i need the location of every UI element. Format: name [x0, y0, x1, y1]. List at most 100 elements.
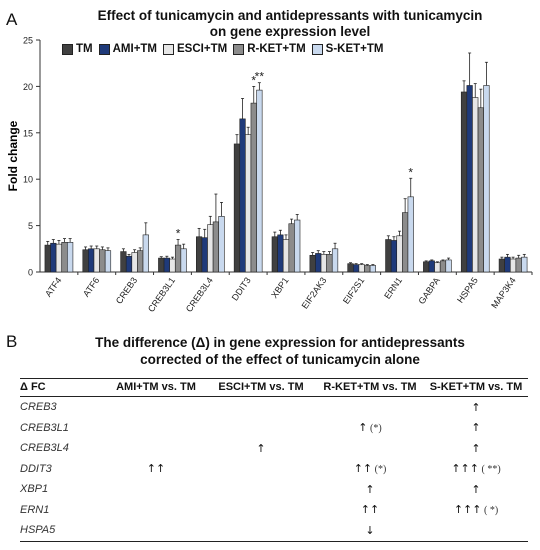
significance-annotation: * — [408, 165, 413, 179]
delta-cell: ↑↑ — [316, 500, 424, 521]
bar-ATF4-ESCI+TM — [55, 243, 63, 273]
bar-MAP3K4-AMI+TM — [504, 256, 511, 273]
chart-title-line1: Effect of tunicamycin and antidepressant… — [97, 8, 483, 23]
x-tick-label: ATF4 — [43, 275, 63, 298]
bar-CREB3L1-AMI+TM — [163, 257, 170, 273]
arrow-indicator: ↑ — [358, 421, 368, 435]
significance-annotation: * — [251, 73, 256, 87]
panel-a-label: A — [6, 10, 18, 29]
delta-cell: ↑ — [424, 397, 528, 418]
bar-MAP3K4-ESCI+TM — [509, 258, 517, 273]
bar-chart: 0 5 10 15 20 25 Fold change ATF4 ATF6 CREB3 CREB3L… — [6, 36, 533, 314]
header-s-ket: S-KET+TM vs. TM — [424, 378, 528, 397]
bar-GABPA-AMI+TM — [428, 260, 435, 273]
table-title-line2: corrected of the effect of tunicamycin a… — [140, 352, 420, 367]
bar-CREB3-AMI+TM — [125, 255, 133, 273]
delta-cell: ↑ — [316, 479, 424, 500]
bar-ATF4-R-KET+TM — [61, 242, 68, 273]
arrow-indicator: ↑↑ — [353, 462, 373, 476]
delta-cell: ↑ — [206, 438, 316, 459]
delta-cell — [206, 520, 316, 542]
bar-ERN1-ESCI+TM — [396, 235, 403, 273]
bar-HSPA5-R-KET+TM — [477, 107, 484, 273]
table-row: XBP1 ↑ ↑ — [20, 479, 528, 500]
table-row: CREB3L4 ↑ ↑ — [20, 438, 528, 459]
bar-ERN1-TM — [385, 239, 392, 273]
delta-cell — [106, 438, 206, 459]
delta-cell — [316, 438, 424, 459]
bar-EIF2AK3-TM — [309, 254, 316, 273]
bar-MAP3K4-TM — [498, 258, 505, 273]
bar-ATF6-ESCI+TM — [93, 248, 100, 273]
arrow-indicator: ↑↑↑ — [453, 503, 482, 517]
legend-label: TM — [76, 43, 93, 55]
bar-CREB3L1-R-KET+TM — [174, 244, 182, 273]
arrow-indicator: ↑ — [471, 400, 481, 414]
delta-cell — [106, 479, 206, 500]
legend-swatch — [311, 43, 323, 55]
y-axis-label: Fold change — [6, 120, 20, 191]
gene-name-cell: HSPA5 — [20, 520, 106, 542]
arrow-indicator: ↑↑ — [146, 462, 166, 476]
y-tick-label: 25 — [23, 36, 33, 46]
delta-cell — [206, 418, 316, 439]
legend-item: AMI+TM — [98, 43, 157, 55]
bar-EIF2AK3-R-KET+TM — [326, 254, 333, 273]
delta-cell — [206, 479, 316, 500]
bar-ATF6-S-KET+TM — [104, 250, 112, 273]
delta-cell — [106, 397, 206, 418]
header-esci: ESCI+TM vs. TM — [206, 378, 316, 397]
x-tick-label: CREB3L1 — [146, 275, 177, 314]
bar-MAP3K4-S-KET+TM — [521, 256, 528, 273]
arrow-indicator: ↑ — [471, 421, 481, 435]
x-tick-label: ATF6 — [81, 275, 101, 298]
bar-EIF2S1-ESCI+TM — [358, 264, 365, 273]
arrow-indicator: ↑ — [365, 482, 375, 496]
bar-DDIT3-ESCI+TM — [245, 134, 252, 273]
bar-EIF2S1-S-KET+TM — [369, 265, 376, 273]
legend-label: S-KET+TM — [325, 43, 384, 55]
legend-item: TM — [62, 43, 93, 55]
bar-HSPA5-ESCI+TM — [472, 97, 479, 273]
x-tick-label: DDIT3 — [230, 275, 253, 302]
delta-cell — [206, 397, 316, 418]
bar-DDIT3-R-KET+TM — [250, 102, 257, 273]
delta-cell — [106, 500, 206, 521]
bar-CREB3L1-TM — [158, 257, 165, 273]
delta-cell: ↑ — [424, 418, 528, 439]
table-row: HSPA5 ↓ — [20, 520, 528, 542]
bar-XBP1-ESCI+TM — [282, 239, 290, 273]
bar-ERN1-S-KET+TM — [407, 196, 414, 273]
delta-cell: ↑ — [424, 438, 528, 459]
legend-swatch — [163, 43, 175, 55]
bar-ERN1-R-KET+TM — [402, 212, 409, 273]
bar-CREB3L4-AMI+TM — [201, 237, 208, 273]
y-tick-label: 15 — [23, 128, 33, 138]
bar-HSPA5-AMI+TM — [466, 85, 473, 273]
legend-item: S-KET+TM — [311, 43, 384, 55]
table-row: CREB3L1 ↑ (*) ↑ — [20, 418, 528, 439]
significance-note: ( **) — [478, 464, 501, 476]
delta-cell: ↓ — [316, 520, 424, 542]
table-title-line1: The difference (Δ) in gene expression fo… — [95, 335, 465, 350]
delta-cell — [106, 418, 206, 439]
bar-CREB3-TM — [120, 251, 127, 273]
delta-cell — [206, 459, 316, 480]
bar-ATF4-AMI+TM — [50, 242, 57, 273]
delta-cell: ↑ (*) — [316, 418, 424, 439]
bar-EIF2S1-R-KET+TM — [364, 265, 371, 273]
legend-item: R-KET+TM — [233, 43, 306, 55]
bar-EIF2AK3-ESCI+TM — [320, 254, 327, 273]
arrow-indicator: ↓ — [365, 523, 375, 537]
bar-GABPA-S-KET+TM — [445, 259, 452, 273]
bar-CREB3L4-R-KET+TM — [212, 221, 220, 273]
table-row: ERN1 ↑↑ ↑↑↑ ( *) — [20, 500, 528, 521]
delta-cell: ↑↑ (*) — [316, 459, 424, 480]
arrow-indicator: ↑↑ — [360, 503, 380, 517]
x-tick-label: CREB3 — [114, 275, 139, 305]
x-tick-label: GABPA — [416, 275, 442, 306]
y-tick-label: 0 — [28, 268, 33, 278]
bar-HSPA5-TM — [460, 91, 468, 273]
panel-b-label: B — [6, 332, 18, 351]
bar-CREB3-S-KET+TM — [142, 234, 149, 273]
